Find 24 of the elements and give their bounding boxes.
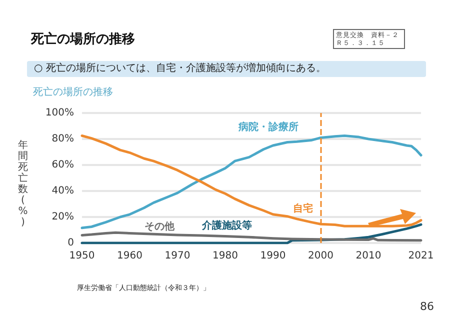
x-tick-label: 1980 (212, 250, 238, 262)
text: 86 (420, 300, 434, 313)
x-tick-label: 2010 (356, 250, 382, 262)
y-axis-title: 年間死亡数(%) (17, 140, 29, 228)
y-tick-label: 80% (52, 134, 74, 144)
y-tick-label: 40% (52, 186, 74, 196)
x-tick-label: 1950 (69, 250, 95, 262)
x-tick-label: 1970 (164, 250, 190, 262)
chart-subtitle: ○ 死亡の場所については、自宅・介護施設等が増加傾向にある。 (27, 61, 426, 77)
series-label: 病院・診療所 (237, 120, 298, 133)
series-label: その他 (144, 220, 176, 233)
y-tick-label: 100% (45, 108, 74, 118)
series-label: 介護施設等 (201, 220, 252, 232)
y-tick-label: 60% (52, 160, 74, 170)
series-label: 自宅 (292, 202, 313, 214)
y-tick-label: 0 (68, 238, 74, 248)
chart-title: 死亡の場所の推移 (31, 30, 135, 48)
x-tick-label: 1960 (117, 250, 142, 262)
line-series (80, 231, 422, 242)
x-tick-label: 2000 (308, 250, 334, 262)
x-tick-label: 1990 (260, 250, 286, 262)
x-tick-label: 2021 (408, 250, 434, 262)
y-tick-label: 20% (52, 212, 74, 222)
text: 死亡の場所の推移 (33, 86, 113, 99)
